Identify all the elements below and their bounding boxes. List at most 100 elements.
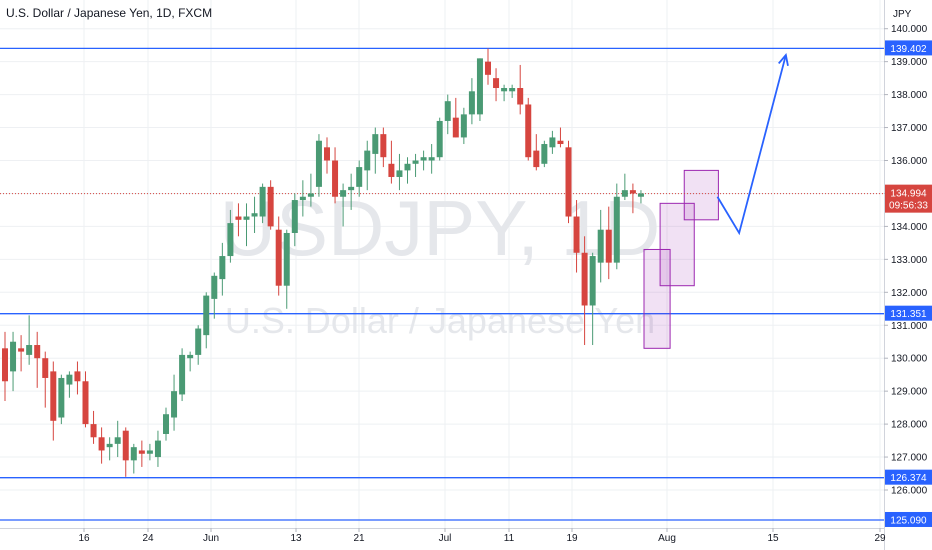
candle-body: [460, 114, 467, 138]
candle-body: [412, 160, 419, 164]
candle-body: [211, 275, 218, 299]
candle-body: [130, 447, 137, 461]
candle-body: [98, 437, 105, 451]
candle-body: [533, 150, 540, 168]
horizontal-line-badge: [885, 305, 932, 321]
candle-body: [501, 88, 508, 92]
candle-body: [364, 150, 371, 171]
x-tick-label: 11: [504, 533, 515, 544]
candle-body: [187, 354, 194, 359]
candle-body: [154, 440, 161, 458]
candle-body: [621, 190, 628, 197]
y-tick-label: 126.000: [891, 486, 928, 497]
candle-body: [171, 391, 178, 418]
candle-body: [485, 61, 491, 75]
candle-body: [629, 190, 636, 194]
candle-body: [332, 160, 339, 197]
candle-body: [404, 163, 411, 171]
highlight-box: [643, 248, 671, 349]
y-tick-label: 128.000: [891, 420, 928, 431]
candle-body: [243, 216, 250, 220]
candle-body: [517, 88, 524, 105]
candle-body: [637, 193, 644, 197]
horizontal-line-badge: [885, 40, 932, 56]
candle-body: [259, 186, 266, 217]
candle-body: [557, 140, 564, 145]
y-tick-label: 140.000: [891, 24, 928, 35]
candle-body: [106, 443, 113, 448]
candle-body: [597, 229, 604, 263]
candle-body: [525, 104, 532, 158]
candle-body: [372, 134, 379, 154]
x-tick-label: 19: [566, 533, 578, 544]
candle-body: [195, 328, 202, 355]
horizontal-line-label: 139.402: [890, 44, 927, 55]
last-price-label: 134.994: [890, 189, 927, 200]
x-tick-label: 29: [874, 533, 886, 544]
horizontal-line-label: 131.351: [890, 309, 927, 320]
candle-body: [420, 157, 427, 161]
candle-body: [74, 371, 81, 382]
axis-unit-label: JPY: [893, 9, 912, 20]
candle-body: [42, 358, 49, 378]
highlight-box: [683, 169, 719, 221]
y-tick-label: 138.000: [891, 90, 928, 101]
candle-body: [380, 134, 387, 158]
candle-body: [324, 147, 330, 161]
candle-body: [163, 414, 169, 434]
candle-body: [428, 157, 435, 161]
y-tick-label: 131.000: [891, 321, 928, 332]
x-tick-label: 24: [142, 533, 154, 544]
candle-body: [549, 137, 556, 148]
candle-body: [66, 374, 73, 385]
projection-arrowhead: [778, 53, 789, 67]
candle-body: [251, 213, 258, 217]
candle-body: [452, 117, 459, 138]
watermark-name: U.S. Dollar / Japanese Yen: [225, 300, 655, 341]
y-tick-label: 136.000: [891, 156, 928, 167]
candle-body: [10, 341, 17, 372]
highlight-box: [659, 202, 695, 287]
candle-body: [315, 140, 322, 187]
candle-body: [581, 252, 588, 306]
countdown-label: 09:56:33: [889, 201, 928, 212]
y-tick-label: 133.000: [891, 255, 928, 266]
candle-body: [573, 216, 580, 253]
candle-body: [356, 167, 363, 187]
candle-body: [291, 200, 298, 233]
x-tick-label: 13: [290, 533, 302, 544]
candle-body: [509, 88, 516, 92]
candle-body: [396, 170, 403, 177]
projection-arrow: [716, 54, 787, 236]
candle-body: [565, 147, 572, 217]
candle-body: [114, 437, 121, 444]
y-tick-label: 130.000: [891, 354, 928, 365]
candle-body: [436, 120, 443, 158]
candle-body: [18, 348, 25, 352]
candle-body: [476, 58, 483, 115]
candle-body: [267, 186, 274, 227]
candle-body: [34, 345, 41, 359]
x-tick-label: Aug: [658, 533, 676, 544]
candle-body: [203, 295, 210, 336]
candle-body: [444, 101, 451, 121]
candle-body: [299, 196, 306, 201]
candle-body: [179, 354, 186, 395]
y-tick-label: 127.000: [891, 453, 928, 464]
candle-body: [589, 256, 596, 306]
horizontal-line-badge: [885, 511, 932, 527]
candle-body: [122, 430, 129, 461]
candle-body: [613, 196, 620, 263]
y-tick-label: 134.000: [891, 222, 928, 233]
candle-body: [2, 348, 8, 382]
candle-body: [90, 424, 97, 438]
x-tick-label: Jul: [439, 533, 452, 544]
x-tick-label: 15: [767, 533, 779, 544]
y-tick-label: 137.000: [891, 123, 928, 134]
candle-body: [138, 450, 145, 454]
x-tick-label: 21: [353, 533, 365, 544]
candle-body: [493, 78, 500, 89]
candle-body: [26, 345, 33, 355]
candle-body: [283, 232, 290, 286]
